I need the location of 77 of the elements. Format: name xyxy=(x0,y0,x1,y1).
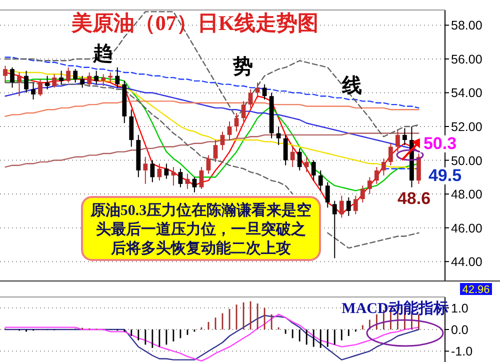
y-tick-label: 52.00 xyxy=(451,120,482,134)
candlestick xyxy=(388,142,393,166)
candlestick xyxy=(360,185,365,203)
text: 50.3 xyxy=(423,134,457,153)
candlestick xyxy=(31,82,36,100)
note: 原油50.3压力位在陈瀚谦看来是空头最后一道压力位，一旦突破之后将多头恢复动能二次上攻 xyxy=(81,196,321,261)
y-tick-label: 48.00 xyxy=(451,188,482,202)
candlestick xyxy=(339,195,344,218)
candlestick xyxy=(325,182,330,208)
line-series xyxy=(4,132,420,168)
candlestick xyxy=(227,120,232,141)
candlestick xyxy=(164,163,169,180)
candlestick xyxy=(17,72,22,97)
candlestick xyxy=(248,88,253,108)
candlestick xyxy=(87,72,92,86)
y-tick-label: 58.00 xyxy=(451,18,482,33)
candlestick xyxy=(171,166,176,186)
candlestick xyxy=(45,75,50,90)
candlestick xyxy=(276,126,281,146)
y-tick-label: 54.00 xyxy=(451,86,482,100)
candlestick xyxy=(262,84,267,100)
candlestick xyxy=(213,140,218,162)
annotation: 48.6 xyxy=(397,188,431,208)
candlestick xyxy=(94,70,99,85)
candlestick xyxy=(143,156,148,184)
candlestick xyxy=(73,68,78,84)
candlestick xyxy=(381,158,386,176)
candlestick xyxy=(3,65,8,84)
candlestick xyxy=(115,66,120,88)
y-tick-label: 0.0 xyxy=(451,323,468,337)
text: 42.96 xyxy=(462,284,490,296)
candlestick xyxy=(374,166,379,184)
candlestick xyxy=(80,75,85,88)
candlestick xyxy=(199,166,204,190)
candlestick xyxy=(283,134,288,166)
candlestick xyxy=(24,70,28,94)
candlestick xyxy=(157,163,162,182)
candlestick xyxy=(353,195,358,215)
candlestick xyxy=(234,112,239,132)
candlestick xyxy=(416,153,421,184)
candlestick xyxy=(346,196,351,216)
candlestick xyxy=(129,109,134,148)
candlestick xyxy=(192,176,197,193)
y-tick-label: -1.0 xyxy=(451,344,473,359)
y-tick-label: 50.00 xyxy=(451,154,482,168)
candlestick xyxy=(311,160,316,182)
candlestick xyxy=(38,78,42,97)
candlestick xyxy=(304,156,309,173)
candlestick xyxy=(290,146,295,168)
line-series xyxy=(4,11,420,138)
candlestick xyxy=(59,70,64,85)
candlestick xyxy=(297,148,302,171)
candlestick xyxy=(185,173,190,190)
candlestick xyxy=(332,200,337,259)
candlestick xyxy=(255,82,260,98)
candlestick xyxy=(367,176,372,195)
y-tick-label: 46.00 xyxy=(451,221,482,236)
y-tick-label: 44.00 xyxy=(451,255,482,270)
candlestick xyxy=(220,131,225,151)
candlestick xyxy=(318,170,323,192)
annotation: 势 xyxy=(232,56,253,78)
annotation: 线 xyxy=(341,74,362,97)
candlestick xyxy=(52,74,57,88)
candlestick xyxy=(241,100,246,122)
candlestick xyxy=(206,154,211,174)
candlestick xyxy=(395,129,400,152)
candlestick xyxy=(108,72,113,84)
candlestick xyxy=(10,66,14,88)
candlestick xyxy=(101,74,106,86)
candlestick xyxy=(150,160,155,183)
candlestick xyxy=(178,168,183,188)
y-tick-label: 1.0 xyxy=(451,301,468,316)
candlestick xyxy=(66,66,71,84)
candlestick xyxy=(402,128,407,146)
y-tick-label: 56.00 xyxy=(451,52,482,66)
text: 49.5 xyxy=(428,166,462,185)
annotation: 原油50.3压力位在陈瀚谦看来是空头最后一道压力位，一旦突破之后将多头恢复动能二次上攻 xyxy=(89,201,312,257)
